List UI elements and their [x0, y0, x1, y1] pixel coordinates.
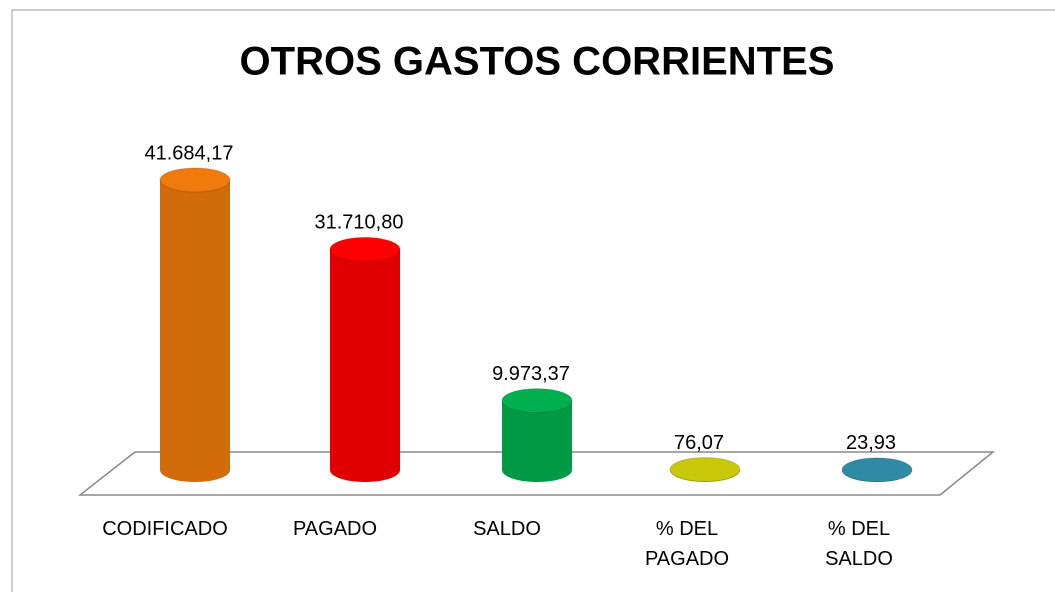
x-tick-label: % DEL SALDO — [825, 518, 893, 570]
x-tick-label: CODIFICADO — [102, 518, 228, 540]
value-label: 23,93 — [846, 432, 896, 454]
bar — [501, 388, 573, 482]
value-label: 76,07 — [674, 432, 724, 454]
chart-title: OTROS GASTOS CORRIENTES — [240, 40, 835, 84]
bar-top — [841, 457, 913, 483]
x-tick-label: PAGADO — [292, 518, 378, 540]
bar-body — [330, 249, 400, 482]
chart-border — [11, 9, 1055, 592]
x-tick-label: SALDO — [473, 518, 541, 540]
bar-body — [502, 400, 572, 482]
bar-top — [501, 388, 573, 414]
bar-shade — [160, 180, 230, 482]
bar — [669, 456, 741, 482]
bar-body — [160, 180, 230, 482]
bar — [841, 457, 913, 483]
bar-top — [669, 456, 741, 482]
bar-shade — [502, 400, 572, 482]
value-label: 9.973,37 — [492, 363, 570, 385]
bar — [159, 167, 231, 482]
bar-top — [329, 236, 401, 262]
bar-top — [159, 167, 231, 193]
bar — [329, 236, 401, 482]
value-label: 41.684,17 — [145, 142, 234, 164]
value-label: 31.710,80 — [315, 212, 404, 234]
bar-shade — [330, 249, 400, 482]
x-tick-label: % DEL PAGADO — [644, 518, 730, 570]
